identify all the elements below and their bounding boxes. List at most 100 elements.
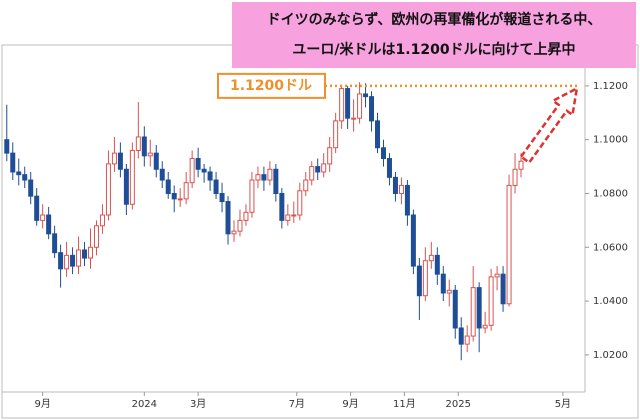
headline-line: ユーロ/米ドルは1.1200ドルに向けて上昇中 bbox=[292, 41, 575, 58]
candle-body bbox=[297, 190, 303, 216]
candle-body bbox=[153, 152, 159, 170]
y-tick-label: 1.1000 bbox=[593, 135, 628, 146]
candle-body bbox=[213, 179, 219, 194]
candle-body bbox=[10, 152, 16, 173]
candle-body bbox=[105, 163, 111, 216]
candle-body bbox=[46, 214, 52, 235]
candle-body bbox=[135, 136, 141, 151]
candle-body bbox=[171, 192, 177, 200]
candle-body bbox=[315, 166, 321, 173]
candle-body bbox=[482, 324, 488, 329]
candle-body bbox=[303, 179, 309, 192]
candle-body bbox=[34, 195, 40, 221]
candle-body bbox=[189, 158, 195, 184]
candle-body bbox=[506, 184, 512, 305]
candle-body bbox=[70, 254, 76, 267]
candle-body bbox=[225, 201, 231, 235]
candle-body bbox=[201, 168, 207, 173]
candle-body bbox=[195, 158, 201, 170]
candle-body bbox=[404, 184, 410, 216]
candle-body bbox=[422, 260, 428, 297]
candle-body bbox=[87, 246, 93, 259]
x-tick-label: 7月 bbox=[289, 398, 305, 410]
candle-body bbox=[416, 265, 422, 297]
candle-body bbox=[440, 273, 446, 294]
candle-body bbox=[380, 147, 386, 160]
candle-body bbox=[267, 168, 273, 181]
trend-arrow bbox=[519, 86, 579, 165]
candle-body bbox=[16, 171, 22, 176]
candle-body bbox=[327, 147, 333, 165]
candle-body bbox=[243, 211, 249, 221]
candle-body bbox=[458, 327, 464, 345]
candle-body bbox=[52, 233, 58, 254]
x-tick-label: 5月 bbox=[555, 398, 571, 410]
candle-body bbox=[76, 249, 82, 267]
headline-line: ドイツのみならず、欧州の再軍備化が報道される中、 bbox=[267, 11, 602, 28]
candle-body bbox=[22, 174, 28, 181]
candle-body bbox=[129, 149, 135, 205]
candle-body bbox=[512, 168, 518, 186]
y-tick-label: 1.1200 bbox=[593, 81, 628, 92]
y-tick-label: 1.0400 bbox=[593, 296, 628, 307]
candle-body bbox=[446, 289, 452, 294]
candle-body bbox=[363, 93, 369, 98]
candle-body bbox=[434, 254, 440, 275]
candle-body bbox=[219, 192, 225, 203]
candle-body bbox=[255, 174, 261, 181]
y-tick-label: 1.0200 bbox=[593, 350, 628, 361]
candle-body bbox=[64, 254, 70, 270]
arrow-outline bbox=[519, 86, 579, 165]
candle-body bbox=[321, 163, 327, 173]
candle-body bbox=[28, 179, 34, 197]
y-tick-label: 1.0800 bbox=[593, 188, 628, 199]
candle-body bbox=[398, 184, 404, 194]
x-tick-label: 9月 bbox=[34, 398, 50, 410]
candle-body bbox=[177, 198, 183, 201]
candle-body bbox=[261, 174, 267, 181]
candle-body bbox=[345, 88, 351, 119]
candle-body bbox=[309, 166, 315, 181]
candle-body bbox=[452, 289, 458, 329]
candle-body bbox=[279, 192, 285, 221]
level-label: 1.1200ドル bbox=[230, 78, 312, 94]
candle-body bbox=[165, 179, 171, 194]
candle-body bbox=[291, 214, 297, 217]
candle-body bbox=[183, 182, 189, 200]
candle-body bbox=[333, 120, 339, 149]
candle-body bbox=[40, 214, 46, 221]
headline-box bbox=[232, 2, 636, 68]
candle-body bbox=[159, 168, 165, 181]
x-tick-label: 3月 bbox=[190, 398, 206, 410]
candle-body bbox=[464, 335, 470, 345]
candle-body bbox=[273, 168, 279, 194]
candle-body bbox=[111, 152, 117, 165]
candle-body bbox=[99, 214, 105, 227]
candle-body bbox=[410, 214, 416, 267]
candle-body bbox=[369, 96, 375, 122]
candle-body bbox=[237, 219, 243, 232]
x-tick-label: 11月 bbox=[393, 398, 416, 410]
candle-body bbox=[428, 254, 434, 262]
candle-body bbox=[518, 160, 524, 170]
candle-body bbox=[231, 230, 237, 235]
candle-body bbox=[58, 252, 64, 270]
candle-body bbox=[488, 276, 494, 326]
y-tick-label: 1.0600 bbox=[593, 242, 628, 253]
candle-body bbox=[93, 225, 99, 248]
candle-body bbox=[386, 158, 392, 178]
x-tick-label: 2024 bbox=[132, 399, 157, 410]
candle-body bbox=[123, 168, 129, 205]
candle-body bbox=[207, 171, 213, 181]
candle-body bbox=[494, 273, 500, 278]
candle-body bbox=[285, 214, 291, 221]
candle-body bbox=[392, 176, 398, 194]
candle-body bbox=[4, 139, 10, 154]
candle-body bbox=[82, 249, 88, 259]
candle-body bbox=[339, 88, 345, 122]
candle-body bbox=[249, 179, 255, 213]
chart-frame bbox=[1, 44, 639, 419]
level-label-box bbox=[217, 72, 326, 99]
candle-body bbox=[147, 152, 153, 157]
